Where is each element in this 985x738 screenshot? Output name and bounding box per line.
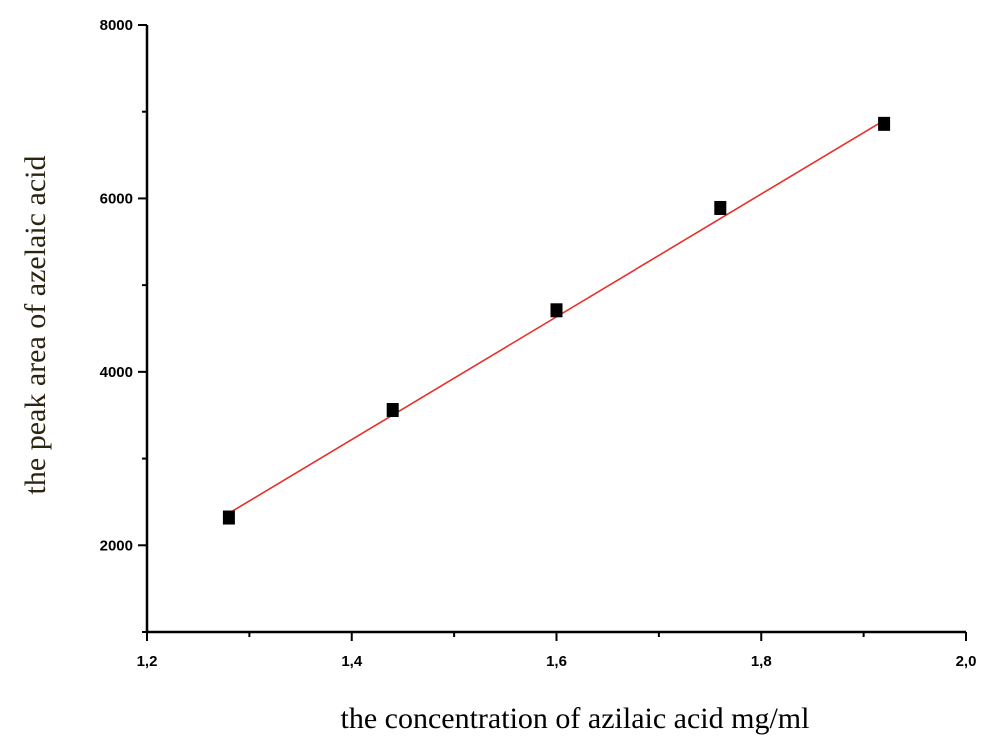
x-tick-label: 2,0 bbox=[956, 653, 977, 670]
data-point bbox=[386, 403, 399, 418]
y-tick-label: 2000 bbox=[100, 537, 133, 554]
x-axis-label: the concentration of azilaic acid mg/ml bbox=[341, 702, 810, 735]
ticks bbox=[138, 24, 967, 641]
data-point bbox=[878, 116, 891, 131]
y-tick-label: 4000 bbox=[100, 364, 133, 381]
x-tick-label: 1,2 bbox=[137, 653, 158, 670]
x-tick-label: 1,6 bbox=[546, 653, 567, 670]
data-point bbox=[550, 303, 563, 318]
x-axis-title: the concentration of azilaic acid mg/ml bbox=[341, 702, 810, 735]
axes bbox=[145, 25, 966, 634]
y-tick-label: 6000 bbox=[100, 190, 133, 207]
x-tick-label: 1,8 bbox=[751, 653, 772, 670]
data-points bbox=[222, 116, 891, 525]
tick-labels: 2000 4000 6000 8000 1,2 1,4 1,6 1,8 2,0 bbox=[100, 17, 977, 670]
data-point bbox=[714, 200, 727, 215]
x-tick-label: 1,4 bbox=[341, 653, 363, 670]
y-axis-label: the peak area of azelaic acid bbox=[19, 156, 52, 495]
y-axis-title: the peak area of azelaic acid bbox=[19, 156, 52, 495]
data-point bbox=[222, 510, 235, 525]
y-tick-label: 8000 bbox=[100, 17, 133, 34]
